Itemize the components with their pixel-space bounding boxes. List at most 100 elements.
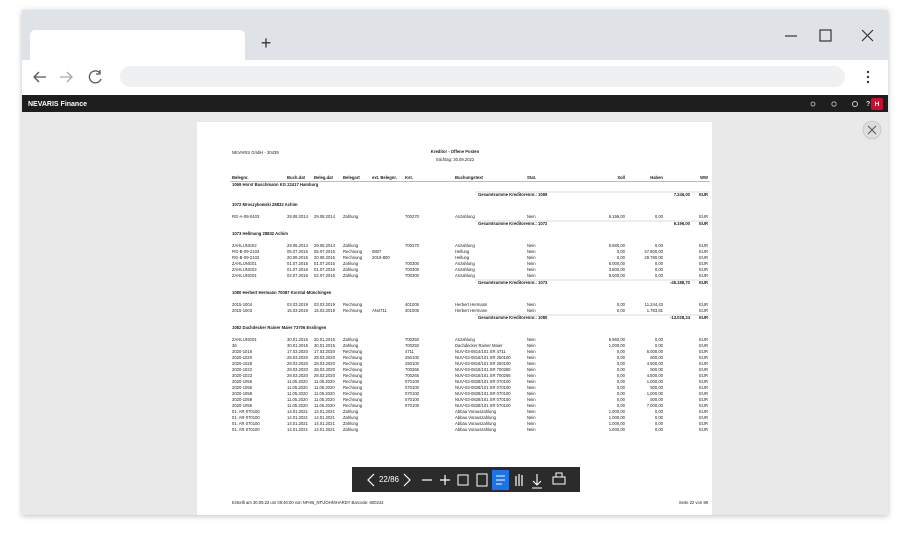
prev-page[interactable]	[367, 473, 375, 487]
cell: Rechnung	[343, 255, 363, 260]
cell: Rechnung	[343, 361, 363, 366]
search-icon[interactable]	[810, 101, 816, 107]
report-date: Stichtag: 30.09.2022	[436, 157, 475, 162]
cell: ZAHLUNG02	[232, 267, 257, 272]
address-bar[interactable]	[120, 66, 845, 87]
group-title: 1069 Horst Buschmann KG 22417 Hamburg	[232, 182, 319, 187]
cell: 0,00	[617, 367, 626, 372]
cell: 01.07.2015	[314, 261, 336, 266]
cell: 0,00	[655, 409, 664, 414]
cell: 14.01.2021	[287, 427, 309, 432]
user-badge[interactable]	[871, 98, 883, 110]
cell: NUV-03-0828/101 SR 070100	[455, 403, 511, 408]
new-tab[interactable]: +	[261, 33, 272, 53]
total-currency: EUR	[699, 221, 708, 226]
total-amount: 6.196,00	[674, 221, 691, 226]
cell: Hellung	[455, 249, 470, 254]
reload[interactable]	[88, 70, 102, 84]
cell: Zahlung	[343, 267, 359, 272]
cell: 14.01.2021	[287, 421, 309, 426]
report-title: Kreditor - Offene Posten	[431, 149, 480, 154]
cell: Nein	[527, 397, 536, 402]
cell: Zahlung	[343, 409, 359, 414]
cell: 700250	[405, 343, 420, 348]
total-amount: -13.028,24	[670, 315, 691, 320]
cell: Dachdecker Rainer Maier	[455, 343, 503, 348]
cell: Nein	[527, 349, 536, 354]
total-label: Gesamtsumme Kreditorennr.: 1080	[478, 315, 548, 320]
cell: 500,00	[650, 355, 663, 360]
cell: 14.01.2021	[287, 409, 309, 414]
next-page[interactable]	[403, 473, 411, 487]
column-header: WW	[700, 175, 708, 180]
bell-icon[interactable]	[831, 101, 837, 107]
cell: Abbau Vorauszahlung	[455, 409, 497, 414]
cell: Zahlung	[343, 337, 359, 342]
close-window[interactable]	[861, 29, 874, 42]
column-header: Stat.	[527, 175, 536, 180]
pan[interactable]	[515, 474, 523, 486]
cell: Nein	[527, 343, 536, 348]
tab[interactable]	[30, 30, 245, 60]
back[interactable]	[33, 71, 46, 83]
cell: Nein	[527, 355, 536, 360]
text-select-icon	[496, 475, 505, 485]
cell: 6.000,00	[609, 261, 626, 266]
cell: 30.01.2015	[314, 343, 336, 348]
cell: Rechnung	[343, 302, 363, 307]
zoom-in[interactable]	[440, 475, 450, 485]
cell: EUR	[699, 397, 708, 402]
menu[interactable]	[866, 70, 870, 84]
cell: 6.000,00	[609, 273, 626, 278]
cell: 1.000,00	[609, 343, 626, 348]
cell: 05.07.2015	[287, 249, 309, 254]
cell: 28.03.2020	[287, 367, 309, 372]
help-icon[interactable]: ?	[866, 101, 870, 108]
cell: Nein	[527, 302, 536, 307]
forward[interactable]	[60, 71, 73, 83]
maximize[interactable]	[819, 29, 832, 42]
cell: 30.01.2015	[287, 343, 309, 348]
group-title: 1080 Herbert Hermann 70087 Korntal-Münch…	[232, 290, 332, 295]
cell: Nein	[527, 373, 536, 378]
cell: Rechnung	[343, 403, 363, 408]
cell: 29.08.2014	[287, 214, 309, 219]
fit-page[interactable]	[457, 474, 469, 486]
cell: RG-A-08-0403	[232, 214, 260, 219]
download[interactable]	[532, 474, 542, 489]
cell: 2015-1004	[232, 302, 253, 307]
cell: EUR	[699, 415, 708, 420]
cell: 0,00	[655, 273, 664, 278]
column-header: Belegnr.	[232, 175, 249, 180]
user-initial[interactable]: H	[875, 101, 880, 108]
cell: EUR	[699, 249, 708, 254]
settings-icon[interactable]	[852, 101, 858, 107]
column-header: Beleg.dat	[314, 175, 333, 180]
cell: RG-B-09-2103	[232, 249, 260, 254]
footer-left: Erstellt am 30.09.22 um 09:40:00 von NFH…	[232, 500, 384, 505]
cell: 0,00	[617, 379, 626, 384]
cell: ZAHLUNG01	[232, 273, 257, 278]
cell: NUV-03-0828/101 SR 070100	[455, 391, 511, 396]
cell: Herbert Hermann	[455, 308, 488, 313]
cell: Anzahlung	[455, 337, 475, 342]
cell: Anzahlung	[455, 243, 475, 248]
cell: 01.07.2016	[287, 267, 309, 272]
cell: Abbau Vorauszahlung	[455, 427, 497, 432]
cell: Anzahlung	[455, 214, 475, 219]
cell: Rechnung	[343, 355, 363, 360]
fit-width[interactable]	[476, 473, 488, 487]
cell: 700270	[405, 243, 420, 248]
cell: 30.01.2015	[314, 337, 336, 342]
cell: Herbert Hermann	[455, 302, 488, 307]
cell: EUR	[699, 427, 708, 432]
cell: 11.05.2020	[314, 379, 335, 384]
cell: 02.07.2016	[287, 273, 309, 278]
cell: Nein	[527, 214, 536, 219]
cell: NUV-03-0828/101 SR 070100	[455, 397, 511, 402]
cell: 05.07.2015	[314, 249, 336, 254]
cell: EUR	[699, 302, 708, 307]
cell: 0,00	[617, 397, 626, 402]
cell: 700300	[405, 267, 420, 272]
cell: EUR	[699, 308, 708, 313]
